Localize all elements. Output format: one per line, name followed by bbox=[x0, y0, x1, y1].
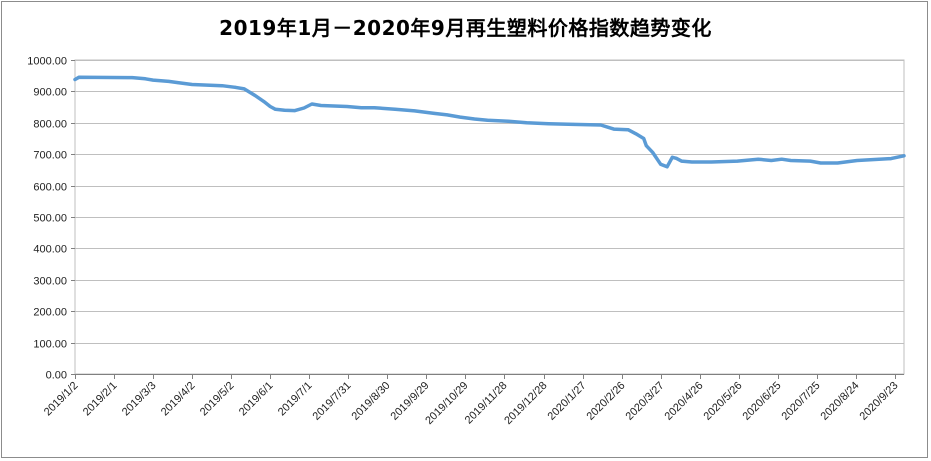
x-tick-label: 2019/7/31 bbox=[311, 380, 354, 423]
data-point bbox=[253, 93, 257, 97]
data-point bbox=[819, 161, 823, 165]
x-tick-label: 2020/9/23 bbox=[858, 380, 901, 423]
data-point bbox=[151, 78, 155, 82]
x-tick-label: 2019/2/1 bbox=[81, 380, 120, 419]
x-tick-label: 2019/1/2 bbox=[42, 380, 81, 419]
data-point bbox=[445, 113, 449, 117]
x-tick-label: 2019/6/1 bbox=[237, 380, 276, 419]
data-point bbox=[506, 119, 510, 123]
y-tick-label: 200.00 bbox=[33, 307, 67, 319]
y-tick-label: 100.00 bbox=[33, 339, 67, 351]
y-tick-label: 300.00 bbox=[33, 276, 67, 288]
x-tick-label: 2020/2/26 bbox=[585, 380, 628, 423]
data-point bbox=[651, 151, 655, 155]
data-point bbox=[359, 106, 363, 110]
data-point bbox=[486, 118, 489, 122]
data-point bbox=[345, 105, 349, 108]
x-tick-label: 2019/8/30 bbox=[350, 380, 393, 423]
data-point bbox=[889, 157, 893, 161]
y-tick-label: 1000.00 bbox=[27, 56, 67, 68]
x-tick-label: 2020/8/24 bbox=[819, 380, 862, 423]
data-point bbox=[780, 157, 784, 161]
data-point bbox=[130, 76, 134, 80]
data-point bbox=[599, 123, 603, 127]
x-tick-label: 2019/12/28 bbox=[502, 380, 549, 427]
data-point bbox=[393, 107, 397, 111]
x-tick-label: 2019/7/1 bbox=[276, 380, 315, 419]
data-point bbox=[473, 117, 476, 121]
data-point bbox=[458, 115, 462, 119]
data-point bbox=[756, 157, 760, 161]
data-point bbox=[176, 81, 180, 85]
x-tick-label: 2019/4/2 bbox=[159, 380, 198, 419]
data-point bbox=[571, 122, 575, 126]
y-tick-label: 600.00 bbox=[33, 182, 67, 194]
y-tick-label: 0.00 bbox=[46, 370, 67, 382]
data-point bbox=[735, 159, 739, 163]
data-point bbox=[310, 102, 314, 106]
data-point bbox=[190, 83, 194, 86]
y-tick-label: 900.00 bbox=[33, 87, 67, 99]
data-point bbox=[642, 137, 646, 140]
x-tick-label: 2020/7/25 bbox=[780, 380, 823, 423]
x-axis-ticks: 2019/1/2 2019/2/1 2019/3/3 2019/4/2 2019/5/2… bbox=[42, 374, 904, 427]
data-point bbox=[690, 160, 694, 164]
data-point bbox=[220, 84, 224, 88]
y-tick-label: 800.00 bbox=[33, 119, 67, 131]
y-tick-label: 400.00 bbox=[33, 244, 67, 256]
series-group bbox=[73, 75, 906, 169]
y-axis-ticks: 0.00 100.00 200.00 300.00 400.00 500.00 600.00… bbox=[27, 56, 75, 382]
data-point bbox=[525, 121, 529, 125]
x-tick-label: 2020/4/26 bbox=[663, 380, 706, 423]
data-point bbox=[680, 159, 683, 163]
gridlines bbox=[75, 60, 904, 375]
x-tick-label: 2020/1/27 bbox=[546, 380, 589, 423]
x-tick-label: 2019/3/3 bbox=[120, 380, 159, 419]
x-tick-label: 2019/5/2 bbox=[198, 380, 237, 419]
y-tick-label: 700.00 bbox=[33, 150, 67, 162]
y-tick-label: 500.00 bbox=[33, 213, 67, 225]
data-point bbox=[789, 159, 793, 162]
data-point bbox=[283, 108, 286, 112]
data-point bbox=[143, 77, 147, 81]
data-point bbox=[268, 105, 272, 108]
x-tick-label: 2020/3/27 bbox=[624, 380, 667, 423]
x-tick-label: 2020/5/26 bbox=[702, 380, 745, 423]
data-point bbox=[659, 162, 663, 166]
data-point bbox=[167, 79, 171, 83]
data-point bbox=[73, 78, 77, 81]
data-point bbox=[674, 156, 678, 160]
data-point bbox=[293, 109, 297, 113]
data-point bbox=[902, 154, 906, 158]
data-point bbox=[626, 128, 630, 132]
data-point bbox=[547, 122, 551, 126]
data-point bbox=[855, 159, 859, 162]
data-point bbox=[644, 144, 648, 148]
data-point bbox=[769, 159, 773, 162]
data-point bbox=[709, 160, 713, 164]
data-point bbox=[413, 109, 417, 113]
data-point bbox=[836, 161, 840, 165]
chart-title: 2019年1月－2020年9月再生塑料价格指数趋势变化 bbox=[219, 16, 712, 40]
x-tick-label: 2020/6/25 bbox=[741, 380, 784, 423]
data-point bbox=[432, 111, 436, 115]
data-point bbox=[273, 107, 277, 111]
data-point bbox=[372, 106, 376, 110]
data-point bbox=[233, 85, 237, 89]
data-point bbox=[319, 104, 323, 107]
data-point bbox=[262, 99, 266, 103]
data-point bbox=[77, 75, 81, 79]
data-point bbox=[665, 165, 669, 169]
data-point bbox=[634, 132, 638, 136]
series-line bbox=[73, 75, 906, 169]
data-point bbox=[302, 106, 306, 110]
data-point bbox=[242, 87, 246, 91]
data-point bbox=[670, 155, 674, 159]
data-point bbox=[808, 159, 812, 163]
data-point bbox=[612, 127, 616, 131]
